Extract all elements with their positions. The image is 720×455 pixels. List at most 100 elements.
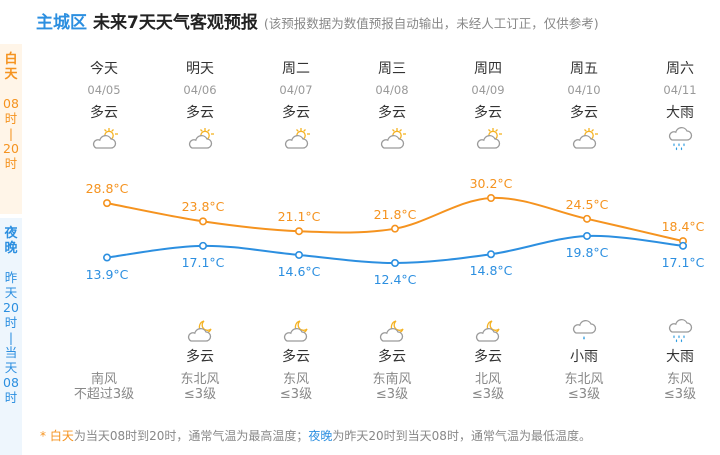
day-column[interactable]: 周三 04/08 多云	[352, 58, 432, 122]
low-temp-point	[199, 241, 208, 250]
day-column[interactable]: 周四 04/09 多云	[448, 58, 528, 122]
wind-info: 东风 ≤3级	[640, 372, 720, 402]
high-temp-label: 18.4°C	[661, 219, 705, 235]
low-temp-label: 13.9°C	[85, 266, 129, 282]
cloudy-night-icon	[377, 318, 407, 344]
day-column[interactable]: 周五 04/10 多云	[544, 58, 624, 122]
high-temp-label: 23.8°C	[181, 199, 225, 215]
high-temp-label: 30.2°C	[469, 176, 513, 191]
partly-cloudy-icon	[473, 126, 503, 152]
low-temp-point	[582, 231, 591, 240]
side-night-char: 天	[4, 285, 18, 300]
wind-level: ≤3级	[471, 387, 505, 402]
date-label: 04/07	[279, 83, 313, 97]
low-temp-label: 12.4°C	[373, 272, 417, 287]
footnote-day-term: 白天	[49, 429, 74, 443]
weekday-label: 周三	[378, 61, 406, 77]
low-temp-label: 19.8°C	[565, 244, 609, 260]
high-temp-point	[390, 224, 399, 233]
date-label: 04/08	[375, 83, 409, 97]
low-temp-point	[678, 241, 687, 250]
night-weather-label: 多云	[282, 349, 310, 365]
side-day-char: 20	[3, 141, 19, 156]
wind-direction: 南风	[90, 372, 117, 387]
night-weather-label: 多云	[186, 349, 214, 365]
side-night-char: 时	[4, 390, 18, 405]
night-period-label: 夜 晚 昨 天 20 时 | 当 天 08 时	[0, 218, 22, 455]
wind-level: ≤3级	[279, 387, 313, 402]
day-weather-label: 多云	[378, 105, 406, 121]
footnote: * 白天为当天08时到20时，通常气温为最高温度；夜晚为昨天20时到当天08时，…	[40, 427, 591, 444]
night-info: 大雨	[640, 346, 720, 366]
side-day-char: 时	[4, 156, 18, 171]
night-info: 小雨	[544, 346, 624, 366]
side-day-char: |	[8, 126, 14, 141]
weekday-label: 周四	[474, 61, 502, 77]
day-weather-label: 多云	[282, 105, 310, 121]
forecast-disclaimer: (该预报数据为数值预报自动输出，未经人工订正，仅供参考)	[263, 16, 599, 31]
side-day-char: 08	[3, 96, 19, 111]
day-weather-label: 多云	[570, 105, 598, 121]
wind-info: 东北风 ≤3级	[160, 372, 240, 402]
side-day-char: 天	[4, 67, 18, 82]
wind-info: 东风 ≤3级	[256, 372, 336, 402]
wind-level: ≤3级	[375, 387, 409, 402]
high-temp-label: 21.8°C	[373, 206, 417, 222]
date-label: 04/11	[663, 83, 697, 97]
heavy-rain-icon	[665, 126, 695, 152]
low-temp-point	[103, 253, 112, 262]
night-info: 多云	[160, 346, 240, 366]
footnote-day-text: 为当天08时到20时，通常气温为最高温度；	[73, 429, 309, 443]
day-period-label: 白 天 08 时 | 20 时	[0, 44, 22, 214]
night-weather-label: 大雨	[666, 349, 694, 365]
footnote-night-text: 为昨天20时到当天08时，通常气温为最低温度。	[332, 429, 591, 443]
wind-direction: 东风	[666, 372, 693, 387]
night-info: 多云	[352, 346, 432, 366]
day-weather-label: 多云	[474, 105, 502, 121]
low-temp-label: 14.6°C	[277, 263, 321, 279]
wind-info: 东北风 ≤3级	[544, 372, 624, 402]
wind-direction: 东风	[282, 372, 309, 387]
cloudy-night-icon	[473, 318, 503, 344]
night-weather-label: 小雨	[570, 349, 598, 365]
night-weather-label: 多云	[474, 349, 502, 365]
forecast-header: 主城区 未来7天天气客观预报 (该预报数据为数值预报自动输出，未经人工订正，仅供参考…	[36, 8, 599, 33]
high-temp-point	[199, 217, 208, 226]
wind-level: ≤3级	[183, 387, 217, 402]
weekday-label: 明天	[186, 61, 214, 77]
day-column[interactable]: 周六 04/11 大雨	[640, 58, 720, 122]
weekday-label: 周五	[570, 61, 598, 77]
low-temp-point	[486, 250, 495, 259]
side-night-char: 08	[3, 375, 19, 390]
day-weather-label: 多云	[186, 105, 214, 121]
day-column[interactable]: 今天 04/05 多云	[64, 58, 144, 122]
wind-info: 北风 ≤3级	[448, 372, 528, 402]
side-night-char: 晚	[4, 241, 18, 256]
cloudy-night-icon	[281, 318, 311, 344]
day-column[interactable]: 周二 04/07 多云	[256, 58, 336, 122]
high-temp-label: 21.1°C	[277, 209, 321, 225]
day-weather-label: 多云	[90, 105, 118, 121]
weekday-label: 周六	[666, 61, 694, 77]
side-night-char: |	[8, 330, 14, 345]
high-temp-point	[103, 199, 112, 208]
side-night-char: 20	[3, 300, 19, 315]
side-night-char: 当	[4, 345, 18, 360]
wind-direction: 东北风	[180, 372, 220, 387]
side-night-char: 时	[4, 315, 18, 330]
night-weather-label: 多云	[378, 349, 406, 365]
low-temp-point	[294, 250, 303, 259]
weekday-label: 周二	[282, 61, 310, 77]
date-label: 04/06	[183, 83, 217, 97]
footnote-night-term: 夜晚	[308, 429, 333, 443]
wind-direction: 北风	[474, 372, 501, 387]
day-column[interactable]: 明天 04/06 多云	[160, 58, 240, 122]
wind-level: ≤3级	[567, 387, 601, 402]
weekday-label: 今天	[90, 61, 118, 77]
high-temp-point	[486, 194, 495, 203]
location-name[interactable]: 主城区	[36, 13, 87, 33]
high-temp-label: 28.8°C	[85, 181, 129, 197]
footnote-star: *	[40, 429, 50, 443]
cloudy-night-icon	[185, 318, 215, 344]
